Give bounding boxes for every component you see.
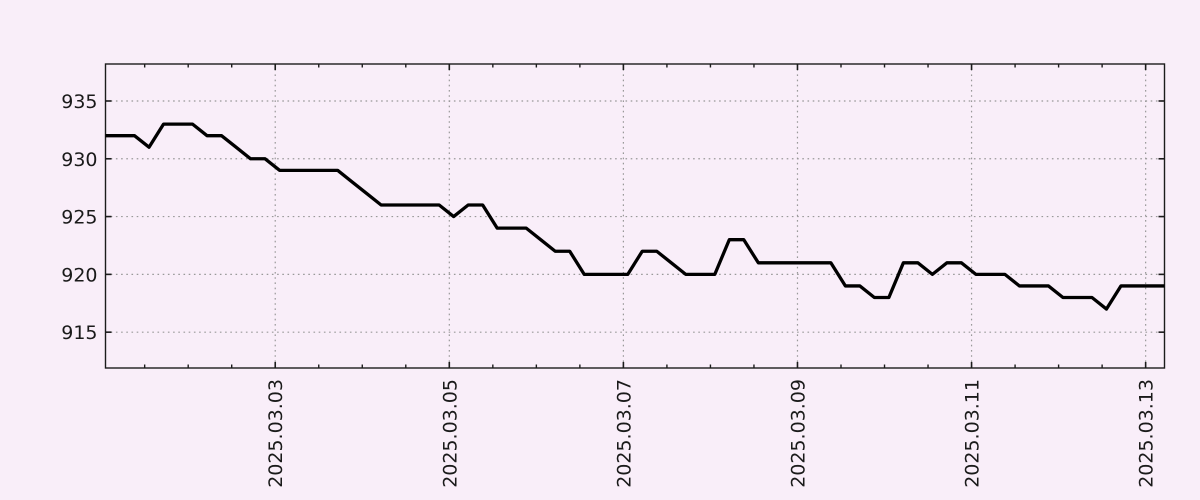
x-tick-label: 2025.03.11	[962, 379, 984, 488]
plot-border	[104, 63, 1166, 369]
y-tick-label: 915	[61, 322, 97, 344]
y-tick-label: 930	[61, 149, 97, 171]
y-tick-label: 920	[61, 264, 97, 286]
x-tick-label: 2025.03.07	[613, 379, 635, 488]
x-tick-label: 2025.03.05	[439, 379, 461, 488]
series-line	[105, 122, 1165, 311]
y-tick-label: 925	[61, 207, 97, 229]
y-tick-label: 935	[61, 91, 97, 113]
x-tick-label: 2025.03.13	[1136, 379, 1158, 488]
x-tick-label: 2025.03.03	[265, 379, 287, 488]
x-tick-label: 2025.03.09	[787, 379, 809, 488]
